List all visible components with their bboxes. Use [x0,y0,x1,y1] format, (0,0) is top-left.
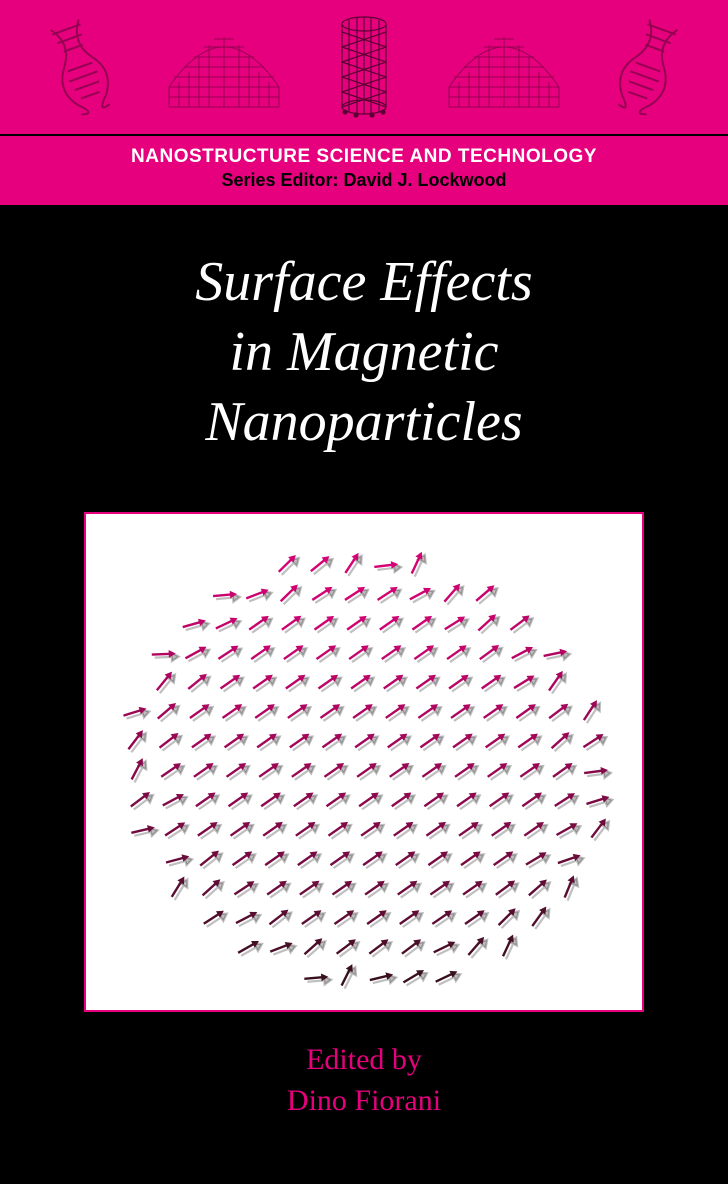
nanotube-icon [329,12,399,122]
dna-helix-icon [608,17,688,117]
editor-name: Dino Fiorani [0,1081,728,1122]
title-line-2: in Magnetic [0,317,728,387]
series-info-band: NANOSTRUCTURE SCIENCE AND TECHNOLOGY Ser… [0,134,728,205]
lattice-dome-icon [159,17,289,117]
cover-figure [84,512,644,1012]
book-title: Surface Effects in Magnetic Nanoparticle… [0,247,728,457]
spin-arrow-field [104,532,624,992]
dna-helix-icon [40,17,120,117]
series-title: NANOSTRUCTURE SCIENCE AND TECHNOLOGY [0,146,728,168]
title-line-3: Nanoparticles [0,387,728,457]
series-graphic-band [0,0,728,134]
editor-credit: Edited by Dino Fiorani [0,1040,728,1121]
lattice-dome-icon [439,17,569,117]
series-editor: Series Editor: David J. Lockwood [0,170,728,191]
edited-by-label: Edited by [0,1040,728,1081]
title-line-1: Surface Effects [0,247,728,317]
